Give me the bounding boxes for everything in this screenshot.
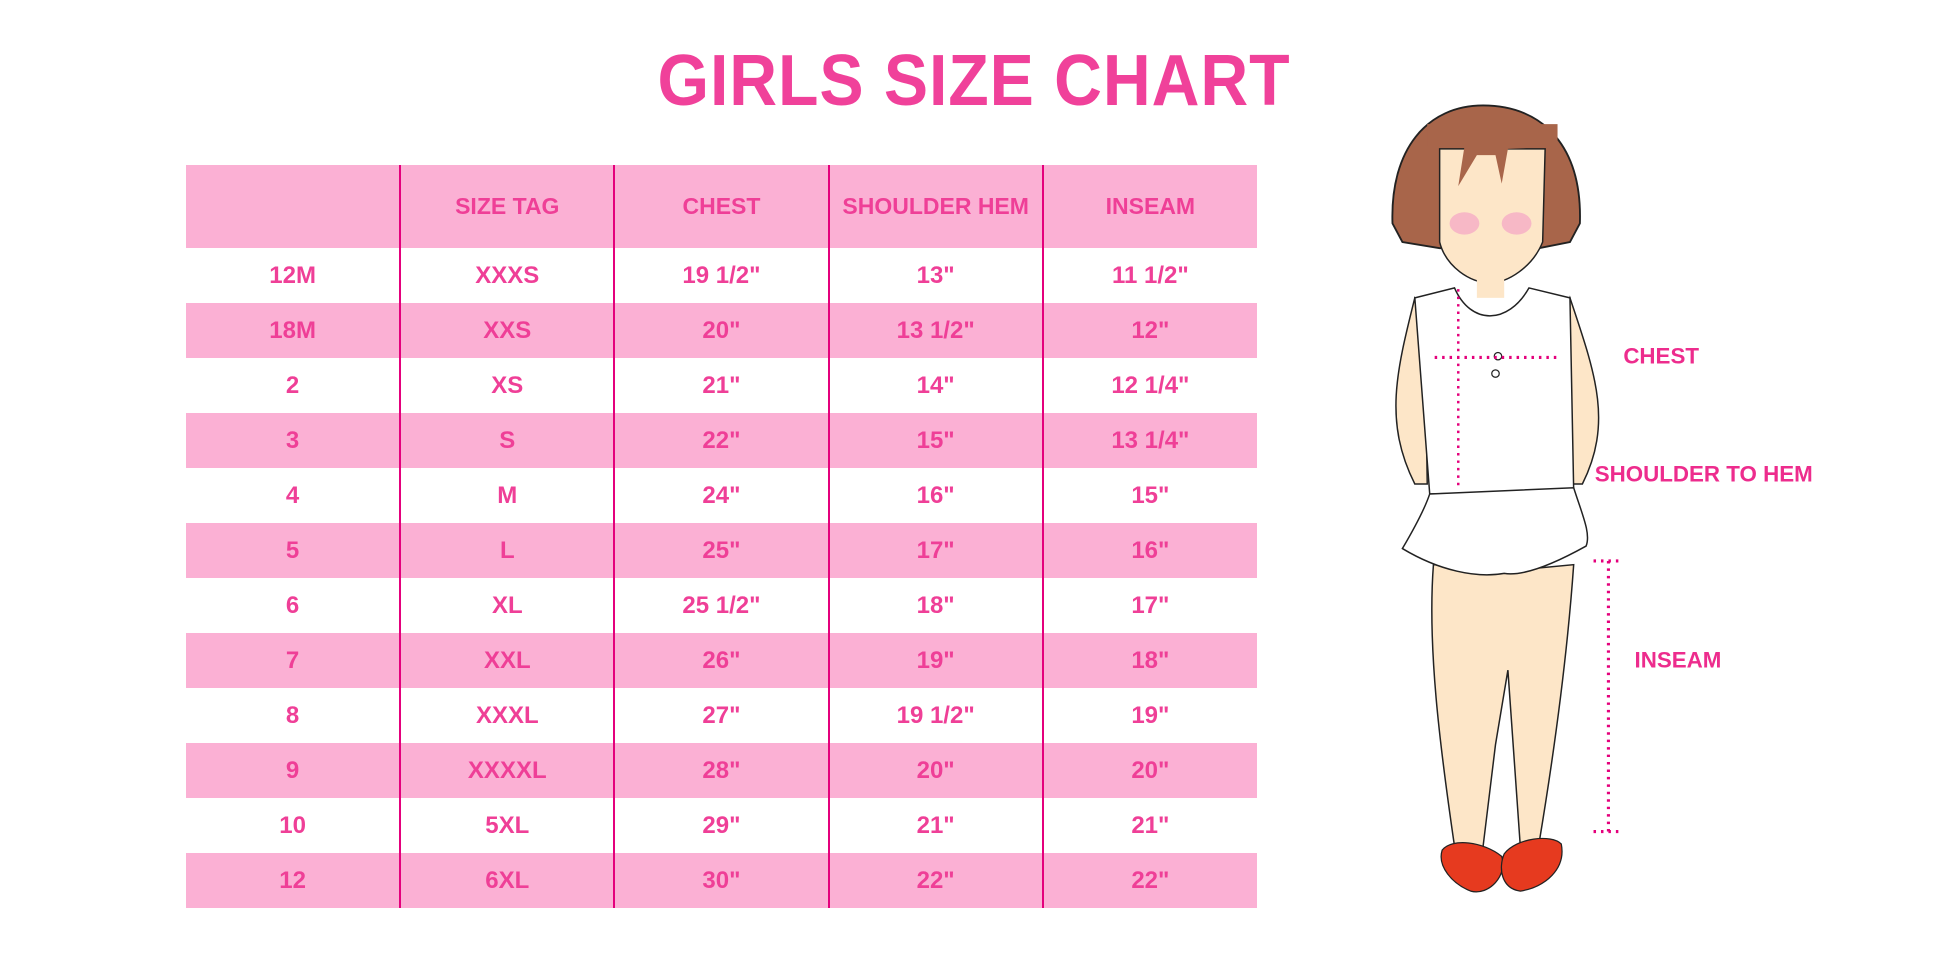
table-cell: 14" — [827, 358, 1043, 413]
legs — [1431, 563, 1575, 848]
shoulder-to-hem-label: SHOULDER TO HEM — [1595, 462, 1813, 487]
table-cell: 10 — [279, 811, 306, 839]
table-cell: 18" — [827, 578, 1043, 633]
table-cell: 22" — [1041, 853, 1257, 908]
table-row: 5 L 25" 17" 16" — [186, 523, 1257, 578]
column-header: INSEAM — [1041, 165, 1257, 248]
column-header — [186, 165, 401, 248]
bloomers — [1401, 486, 1589, 576]
column-header: SIZE TAG — [399, 165, 615, 248]
table-cell: XL — [399, 578, 615, 633]
table-cell: 6XL — [399, 853, 615, 908]
table-cell: 12 — [186, 853, 401, 908]
table-cell: 11 1/2" — [1041, 248, 1257, 303]
shoe-left — [1440, 842, 1504, 893]
table-row: 6 XL 25 1/2" 18" 17" — [186, 578, 1257, 633]
table-cell: 12M — [269, 261, 316, 289]
table-cell: 22" — [613, 413, 829, 468]
table-cell: 17" — [1041, 578, 1257, 633]
table-row: 7 XXL 26" 19" 18" — [186, 633, 1257, 688]
table-cell: 20" — [1041, 743, 1257, 798]
table-cell: 2 — [285, 371, 300, 399]
table-cell: S — [399, 413, 615, 468]
table-cell: XXXL — [399, 688, 615, 743]
table-cell: XXS — [399, 303, 615, 358]
table-cell: 20" — [613, 303, 829, 358]
table-cell: 5 — [186, 523, 401, 578]
table-cell: 5XL — [399, 798, 615, 853]
table-cell: 17" — [827, 523, 1043, 578]
table-cell: 12 1/4" — [1041, 358, 1257, 413]
table-cell: 6 — [285, 591, 300, 619]
table-cell: 7 — [186, 633, 401, 688]
table-row: 3 S 22" 15" 13 1/4" — [186, 413, 1257, 468]
table-cell: 21" — [1041, 798, 1257, 853]
size-chart-table: SIZE TAG CHEST SHOULDER HEM INSEAM 12M XXXS 1… — [186, 165, 1257, 908]
table-cell: 19" — [827, 633, 1043, 688]
top-garment — [1414, 287, 1575, 495]
table-cell: 15" — [1041, 468, 1257, 523]
table-cell: 16" — [827, 468, 1043, 523]
table-cell: 30" — [613, 853, 829, 908]
table-cell: 18" — [1041, 633, 1257, 688]
table-cell: M — [399, 468, 615, 523]
table-row: 9 XXXXL 28" 20" 20" — [186, 743, 1257, 798]
table-cell: XXXXL — [399, 743, 615, 798]
table-cell: 20" — [827, 743, 1043, 798]
table-cell: 24" — [613, 468, 829, 523]
table-cell: 29" — [613, 798, 829, 853]
table-cell: 27" — [613, 688, 829, 743]
table-cell: XXXS — [399, 248, 615, 303]
table-cell: 13" — [827, 248, 1043, 303]
table-cell: 25" — [613, 523, 829, 578]
table-row: 12 6XL 30" 22" 22" — [186, 853, 1257, 908]
table-cell: XXL — [399, 633, 615, 688]
table-header-row: SIZE TAG CHEST SHOULDER HEM INSEAM — [186, 165, 1257, 248]
table-cell: 13 1/4" — [1041, 413, 1257, 468]
table-cell: L — [399, 523, 615, 578]
table-cell: 21" — [827, 798, 1043, 853]
table-cell: 21" — [613, 358, 829, 413]
table-cell: XS — [399, 358, 615, 413]
page-title: GIRLS SIZE CHART — [657, 41, 1291, 121]
table-cell: 25 1/2" — [613, 578, 829, 633]
inseam-label: INSEAM — [1634, 648, 1721, 673]
table-cell: 4 — [285, 481, 300, 509]
table-cell: 19 1/2" — [827, 688, 1043, 743]
table-cell: 22" — [827, 853, 1043, 908]
table-row: 8 XXXL 27" 19 1/2" 19" — [186, 688, 1257, 743]
chest-label: CHEST — [1623, 344, 1699, 369]
table-cell: 18M — [186, 303, 401, 358]
table-cell: 12" — [1041, 303, 1257, 358]
table-cell: 15" — [827, 413, 1043, 468]
table-cell: 9 — [186, 743, 401, 798]
table-cell: 19" — [1041, 688, 1257, 743]
table-cell: 19 1/2" — [613, 248, 829, 303]
table-cell: 26" — [613, 633, 829, 688]
column-header: CHEST — [613, 165, 829, 248]
table-row: 12M XXXS 19 1/2" 13" 11 1/2" — [186, 248, 1257, 303]
table-cell: 16" — [1041, 523, 1257, 578]
table-row: 10 5XL 29" 21" 21" — [186, 798, 1257, 853]
column-header: SHOULDER HEM — [827, 165, 1043, 248]
table-row: 2 XS 21" 14" 12 1/4" — [186, 358, 1257, 413]
table-row: 4 M 24" 16" 15" — [186, 468, 1257, 523]
table-cell: 13 1/2" — [827, 303, 1043, 358]
table-row: 18M XXS 20" 13 1/2" 12" — [186, 303, 1257, 358]
table-cell: 8 — [285, 701, 300, 729]
table-cell: 3 — [186, 413, 401, 468]
table-cell: 28" — [613, 743, 829, 798]
shoe-right — [1500, 837, 1563, 892]
